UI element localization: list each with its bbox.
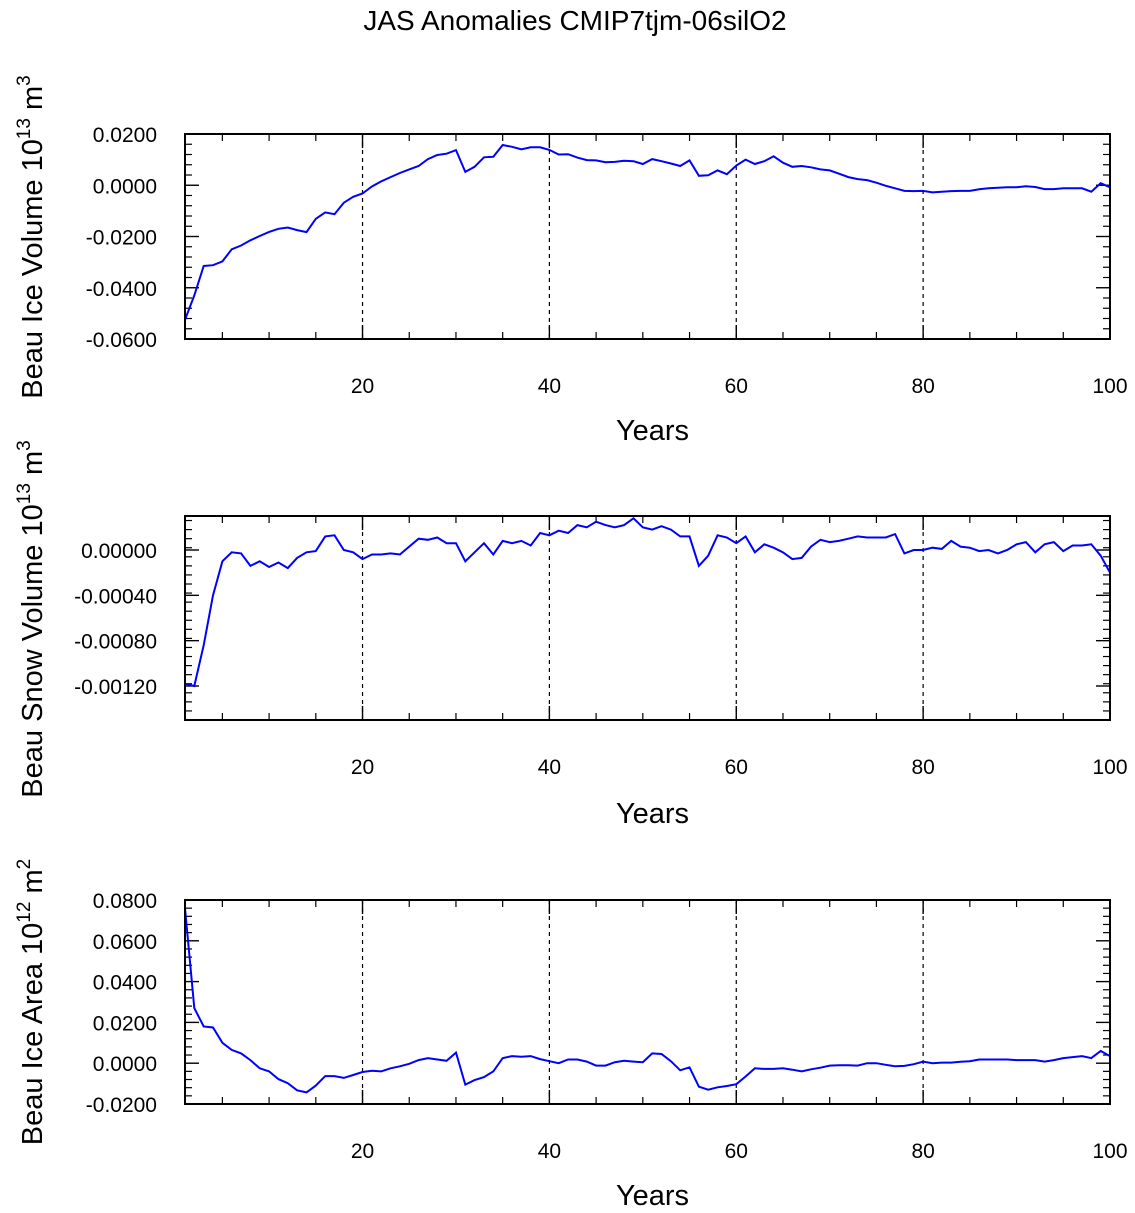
y-tick-label: 0.0000 bbox=[93, 1053, 157, 1076]
x-tick-label: 80 bbox=[911, 756, 934, 779]
series-line bbox=[184, 908, 1111, 1094]
x-tick-label: 60 bbox=[725, 1140, 748, 1163]
x-tick-label: 40 bbox=[538, 375, 561, 398]
x-tick-label: 60 bbox=[725, 375, 748, 398]
y-tick-label: -0.00040 bbox=[74, 585, 157, 608]
x-tick-label: 20 bbox=[351, 375, 374, 398]
x-tick-label: 40 bbox=[538, 1140, 561, 1163]
figure-title: JAS Anomalies CMIP7tjm-06silO2 bbox=[363, 5, 786, 36]
y-tick-label: -0.00120 bbox=[74, 676, 157, 699]
x-tick-label: 80 bbox=[911, 1140, 934, 1163]
plot-frame bbox=[184, 515, 1111, 721]
y-tick-label: 0.0000 bbox=[93, 175, 157, 198]
y-tick-label: -0.0200 bbox=[86, 1094, 157, 1117]
y-axis-title: Beau Ice Volume 1013 m3 bbox=[14, 75, 49, 399]
x-axis-title: Years bbox=[616, 798, 689, 830]
y-tick-label: 0.0800 bbox=[93, 890, 157, 913]
x-tick-label: 80 bbox=[911, 375, 934, 398]
plot-frame bbox=[184, 899, 1111, 1105]
plot-frame bbox=[184, 133, 1111, 340]
y-tick-label: 0.0200 bbox=[93, 124, 157, 147]
x-tick-label: 20 bbox=[351, 1140, 374, 1163]
x-tick-label: 100 bbox=[1092, 756, 1127, 779]
x-tick-label: 40 bbox=[538, 756, 561, 779]
x-tick-label: 60 bbox=[725, 756, 748, 779]
y-tick-label: 0.0400 bbox=[93, 972, 157, 995]
y-axis-title: Beau Snow Volume 1013 m3 bbox=[14, 440, 49, 797]
series-line bbox=[184, 516, 1111, 688]
series-line bbox=[184, 143, 1111, 321]
y-tick-label: -0.0400 bbox=[86, 278, 157, 301]
panel-ice-volume: 20 40 60 80 100 -0.0600 -0.0400 -0.0200 0.0000 0.… bbox=[14, 75, 1128, 447]
y-tick-label: 0.0600 bbox=[93, 931, 157, 954]
panel-snow-volume: 20 40 60 80 100 -0.00120 -0.00080 -0.00040 0.000… bbox=[14, 440, 1128, 830]
y-tick-label: -0.0200 bbox=[86, 227, 157, 250]
x-tick-label: 100 bbox=[1092, 1140, 1127, 1163]
y-tick-label: -0.0600 bbox=[86, 329, 157, 352]
panel-ice-area: 20 40 60 80 100 -0.0200 0.0000 0.0200 0.0400 0.06… bbox=[14, 859, 1128, 1212]
x-axis-title: Years bbox=[616, 1180, 689, 1212]
y-axis-title: Beau Ice Area 1012 m2 bbox=[14, 859, 49, 1145]
y-tick-label: -0.00080 bbox=[74, 631, 157, 654]
x-tick-label: 20 bbox=[351, 756, 374, 779]
y-tick-label: 0.0200 bbox=[93, 1012, 157, 1035]
x-axis-title: Years bbox=[616, 415, 689, 447]
x-tick-label: 100 bbox=[1092, 375, 1127, 398]
y-tick-label: 0.00000 bbox=[81, 540, 157, 563]
